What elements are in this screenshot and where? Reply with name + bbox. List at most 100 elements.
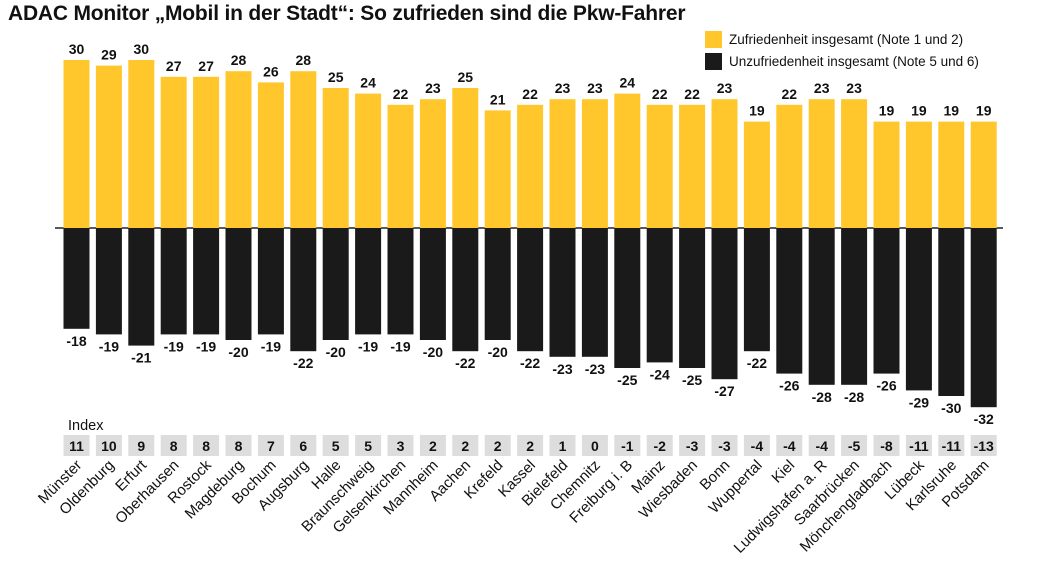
index-value-rostock: 8: [202, 438, 210, 454]
bar-positive-chemnitz: [581, 99, 608, 228]
label-negative-moenchengladbach: -26: [876, 378, 896, 394]
legend-swatch-positive: [705, 30, 722, 48]
bar-negative-bielefeld: [549, 228, 576, 357]
index-value-krefeld: 2: [494, 438, 502, 454]
index-box-krefeld: [484, 435, 511, 456]
label-negative-halle: -20: [326, 344, 346, 360]
index-value-gelsenkirchen: 3: [397, 438, 405, 454]
label-negative-bielefeld: -23: [552, 361, 572, 377]
bar-positive-gelsenkirchen: [387, 104, 414, 228]
bar-negative-kassel: [517, 228, 544, 352]
index-value-oberhausen: 8: [170, 438, 178, 454]
label-positive-krefeld: 21: [490, 91, 506, 107]
bar-negative-krefeld: [484, 228, 511, 340]
bar-positive-bielefeld: [549, 99, 576, 228]
label-negative-saarbruecken: -28: [844, 389, 864, 405]
legend: Zufriedenheit insgesamt (Note 1 und 2) U…: [705, 28, 979, 72]
bar-positive-oldenburg: [95, 65, 122, 228]
index-value-mainz: -2: [653, 438, 666, 454]
label-negative-mannheim: -20: [423, 344, 443, 360]
index-box-bonn: [711, 435, 738, 456]
bar-positive-rostock: [193, 76, 220, 228]
bar-negative-bochum: [257, 228, 284, 335]
label-negative-aachen: -22: [455, 355, 475, 371]
bar-negative-ludwigshafen-a-r: [808, 228, 835, 385]
label-positive-luebeck: 19: [911, 103, 927, 119]
label-negative-ludwigshafen-a-r: -28: [812, 389, 832, 405]
index-value-ludwigshafen-a-r: -4: [815, 438, 828, 454]
index-box-saarbruecken: [841, 435, 868, 456]
bar-negative-kiel: [776, 228, 803, 374]
label-negative-wuppertal: -22: [747, 355, 767, 371]
label-positive-mainz: 22: [652, 86, 668, 102]
index-value-saarbruecken: -5: [848, 438, 861, 454]
bar-positive-magdeburg: [225, 71, 252, 228]
index-box-braunschweig: [355, 435, 382, 456]
index-value-luebeck: -11: [909, 438, 929, 454]
bar-positive-luebeck: [905, 121, 932, 228]
bar-positive-freiburg-i-b: [614, 93, 641, 228]
label-positive-potsdam: 19: [976, 103, 992, 119]
label-negative-wiesbaden: -25: [682, 372, 702, 388]
label-positive-moenchengladbach: 19: [879, 103, 895, 119]
bar-negative-rostock: [193, 228, 220, 335]
index-box-rostock: [193, 435, 220, 456]
bar-negative-karlsruhe: [938, 228, 965, 396]
index-value-chemnitz: 0: [591, 438, 599, 454]
label-positive-kiel: 22: [782, 86, 798, 102]
label-negative-augsburg: -22: [293, 355, 313, 371]
bar-positive-kassel: [517, 104, 544, 228]
bar-positive-karlsruhe: [938, 121, 965, 228]
bar-negative-chemnitz: [581, 228, 608, 357]
label-positive-rostock: 27: [198, 58, 214, 74]
index-value-aachen: 2: [461, 438, 469, 454]
label-positive-bonn: 23: [717, 80, 733, 96]
index-box-magdeburg: [225, 435, 252, 456]
index-value-wiesbaden: -3: [686, 438, 699, 454]
label-negative-magdeburg: -20: [228, 344, 248, 360]
index-value-mannheim: 2: [429, 438, 437, 454]
label-positive-mannheim: 23: [425, 80, 441, 96]
label-positive-ludwigshafen-a-r: 23: [814, 80, 830, 96]
index-box-bielefeld: [549, 435, 576, 456]
bar-negative-luebeck: [905, 228, 932, 391]
index-value-bochum: 7: [267, 438, 275, 454]
label-negative-krefeld: -20: [488, 344, 508, 360]
index-label: Index: [68, 418, 104, 434]
bar-negative-wiesbaden: [679, 228, 706, 368]
label-negative-luebeck: -29: [909, 394, 929, 410]
bar-negative-gelsenkirchen: [387, 228, 414, 335]
index-value-augsburg: 6: [299, 438, 307, 454]
chart-title: ADAC Monitor „Mobil in der Stadt“: So zu…: [8, 2, 686, 25]
bar-positive-mainz: [646, 104, 673, 228]
bar-negative-oberhausen: [160, 228, 187, 335]
index-box-ludwigshafen-a-r: [808, 435, 835, 456]
label-negative-kassel: -22: [520, 355, 540, 371]
index-box-karlsruhe: [938, 435, 965, 456]
label-positive-bochum: 26: [263, 63, 279, 79]
index-value-braunschweig: 5: [364, 438, 372, 454]
index-value-muenster: 11: [69, 438, 84, 454]
index-value-kiel: -4: [783, 438, 796, 454]
bar-negative-erfurt: [128, 228, 155, 346]
bar-positive-wiesbaden: [679, 104, 706, 228]
bar-negative-braunschweig: [355, 228, 382, 335]
label-positive-magdeburg: 28: [231, 52, 247, 68]
bar-negative-bonn: [711, 228, 738, 380]
index-value-moenchengladbach: -8: [880, 438, 893, 454]
index-box-oberhausen: [160, 435, 187, 456]
bar-negative-saarbruecken: [841, 228, 868, 385]
bar-negative-freiburg-i-b: [614, 228, 641, 368]
bar-negative-magdeburg: [225, 228, 252, 340]
label-negative-muenster: -18: [66, 333, 86, 349]
bar-positive-muenster: [63, 60, 90, 228]
label-positive-wiesbaden: 22: [684, 86, 700, 102]
index-box-mainz: [646, 435, 673, 456]
bar-negative-mainz: [646, 228, 673, 363]
label-negative-rostock: -19: [196, 338, 216, 354]
bar-positive-saarbruecken: [841, 99, 868, 228]
index-box-kiel: [776, 435, 803, 456]
bar-positive-ludwigshafen-a-r: [808, 99, 835, 228]
label-positive-karlsruhe: 19: [944, 103, 960, 119]
